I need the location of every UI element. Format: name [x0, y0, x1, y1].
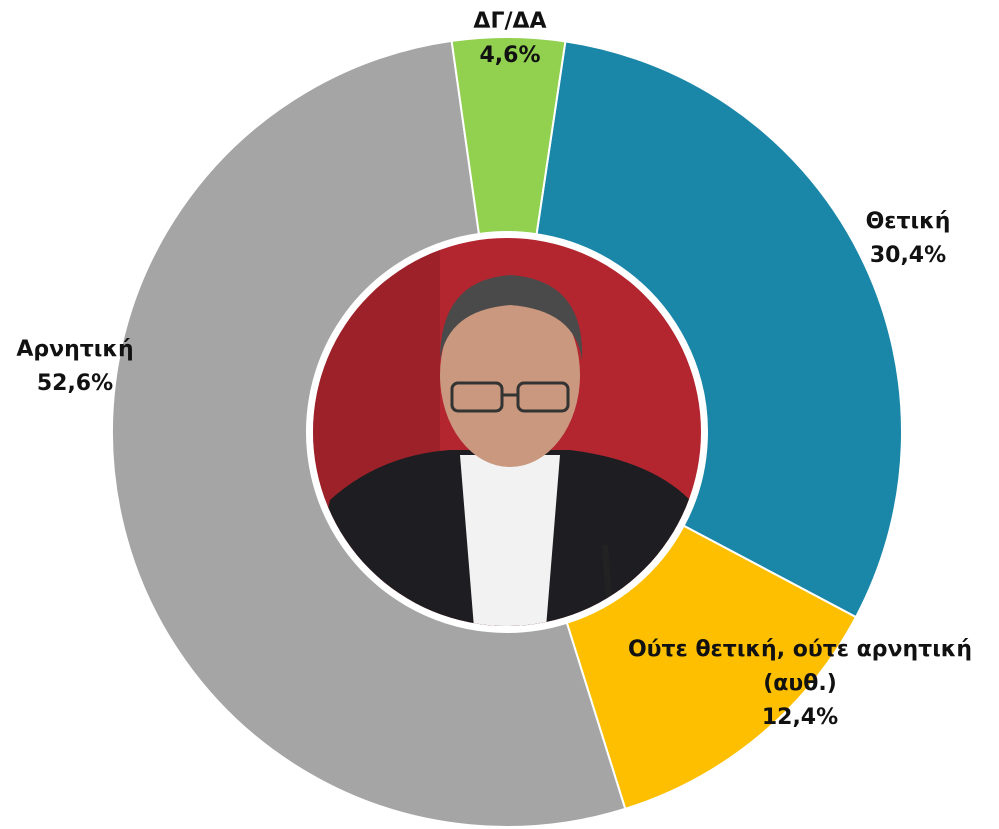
- value-label: 30,4%: [808, 239, 999, 273]
- page: {"chart_data": {"type": "donut", "catego…: [0, 0, 999, 829]
- value-label: 4,6%: [410, 39, 610, 73]
- category-label: ΔΓ/ΔΑ: [410, 5, 610, 39]
- category-label: Ούτε θετική, ούτε αρνητική (αυθ.): [625, 633, 975, 701]
- slice-label: Ούτε θετική, ούτε αρνητική (αυθ.)12,4%: [625, 633, 975, 735]
- value-label: 52,6%: [0, 367, 175, 401]
- value-label: 12,4%: [625, 701, 975, 735]
- category-label: Αρνητική: [0, 333, 175, 367]
- category-label: Θετική: [808, 205, 999, 239]
